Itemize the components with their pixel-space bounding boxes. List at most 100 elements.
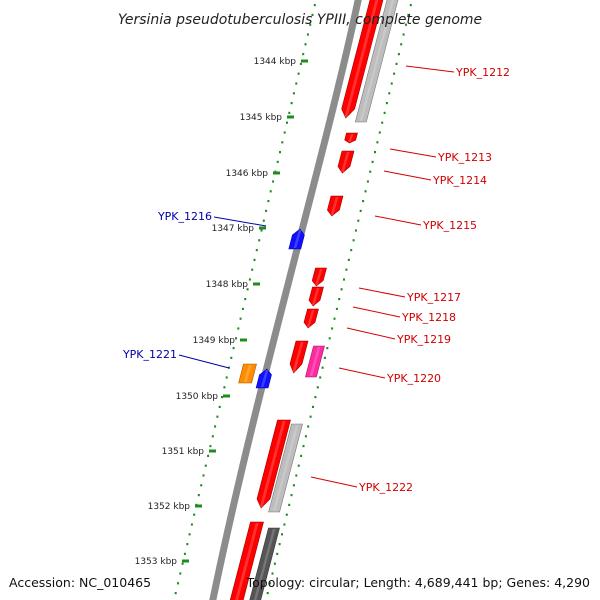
outer-dot (300, 454, 303, 457)
feature-YPK_1221[interactable] (255, 368, 272, 389)
inner-dot (200, 484, 203, 487)
outer-dot (278, 543, 281, 546)
gene-label-YPK_1222[interactable]: YPK_1222 (358, 481, 413, 494)
outer-dot (288, 503, 291, 506)
inner-dot (209, 445, 212, 448)
feature-grey-1222[interactable] (268, 423, 303, 513)
outer-dot (350, 249, 353, 252)
outer-dot (366, 180, 369, 183)
cds-YPK_1215[interactable] (327, 195, 344, 217)
inner-dot (244, 298, 247, 301)
outer-dot (338, 298, 341, 301)
outer-dot (295, 474, 298, 477)
outer-dot (409, 4, 412, 7)
outer-dot (362, 200, 365, 203)
gene-label-YPK_1214[interactable]: YPK_1214 (432, 174, 487, 187)
inner-dot (311, 13, 314, 16)
feature-dark-bottom[interactable] (249, 527, 280, 600)
inner-dot (190, 523, 193, 526)
outer-dot (347, 258, 350, 261)
cds-YPK_1219[interactable] (303, 308, 319, 329)
feature-YPK_1220[interactable] (305, 345, 325, 378)
outer-dot (273, 562, 276, 565)
inner-dot (313, 4, 316, 7)
inner-dot (295, 82, 298, 85)
connector-line (358, 287, 406, 298)
gene-label-YPK_1219[interactable]: YPK_1219 (396, 333, 451, 346)
outer-dot (281, 533, 283, 536)
cds-YPK_1211[interactable] (341, 0, 384, 119)
cds-bottom[interactable] (229, 521, 264, 600)
outer-dot (321, 366, 324, 369)
cds-YPK_1220-left[interactable] (289, 340, 309, 374)
gene-label-YPK_1212[interactable]: YPK_1212 (455, 66, 510, 79)
outer-dot (390, 82, 393, 85)
cds-YPK_1222[interactable] (256, 419, 291, 509)
inner-dot (216, 415, 219, 418)
outer-dot (271, 572, 274, 575)
outer-dot (297, 464, 300, 467)
outer-dot (378, 131, 381, 134)
outer-dot (335, 307, 338, 310)
inner-dot (267, 200, 270, 203)
outer-dot (354, 229, 357, 232)
outer-dot (323, 356, 326, 359)
feature-grey-top[interactable] (354, 0, 399, 123)
outer-dot (393, 72, 396, 75)
outer-dot (383, 111, 386, 114)
gene-label-YPK_1215[interactable]: YPK_1215 (422, 219, 477, 232)
major-tick (273, 171, 280, 175)
major-tick (287, 115, 294, 119)
inner-dot (193, 513, 196, 516)
connector-line (383, 170, 432, 181)
gene-label-YPK_1217[interactable]: YPK_1217 (406, 291, 461, 304)
connector-line (389, 148, 437, 158)
inner-dot (255, 249, 258, 252)
outer-dot (309, 415, 312, 418)
outer-dot (364, 190, 367, 193)
outer-dot (266, 592, 269, 595)
scale-tick-label: 1352 kbp (148, 502, 191, 512)
scale-tick-label: 1345 kbp (240, 113, 283, 123)
scale-tick-label: 1349 kbp (193, 336, 236, 346)
inner-dot (225, 376, 228, 379)
major-tick (240, 338, 247, 342)
scale-labels: 1344 kbp 1345 kbp 1346 kbp 1347 kbp 1348 kbp… (135, 57, 308, 567)
genome-summary: Topology: circular; Length: 4,689,441 bp… (246, 575, 590, 590)
inner-dot (232, 347, 235, 350)
inner-dot (174, 592, 177, 595)
gene-label-YPK_1218[interactable]: YPK_1218 (401, 311, 456, 324)
gene-label-YPK_1213[interactable]: YPK_1213 (437, 151, 492, 164)
outer-dot (316, 386, 319, 389)
gene-label-YPK_1216[interactable]: YPK_1216 (157, 210, 212, 223)
inner-dot (299, 62, 302, 65)
inner-dot (202, 474, 205, 477)
outer-dot (395, 62, 398, 65)
inner-dot (188, 533, 191, 536)
inner-dot (309, 23, 312, 26)
inner-dot (262, 219, 265, 222)
cds-YPK_1218[interactable] (308, 286, 324, 307)
outer-dot (381, 121, 384, 124)
connector-line (310, 476, 358, 488)
gene-label-YPK_1220[interactable]: YPK_1220 (386, 372, 441, 385)
cds-YPK_1217[interactable] (311, 267, 327, 287)
inner-dot (221, 396, 223, 399)
outer-dot (302, 445, 305, 448)
inner-dot (218, 405, 221, 408)
scale-tick-label: 1346 kbp (226, 169, 269, 179)
gene-label-YPK_1221[interactable]: YPK_1221 (122, 348, 177, 361)
inner-dot (288, 111, 291, 114)
inner-dot (230, 356, 233, 359)
feature-YPK_1216[interactable] (288, 228, 305, 250)
cds-YPK_1214[interactable] (337, 150, 355, 174)
cds-YPK_1213[interactable] (344, 132, 358, 144)
outer-dot (385, 102, 388, 105)
outer-dot (304, 435, 307, 438)
inner-dot (197, 494, 200, 497)
outer-dot (371, 160, 374, 163)
feature-YPK_1221-orange[interactable] (238, 363, 257, 384)
outer-dot (328, 337, 331, 340)
inner-dot (251, 268, 254, 271)
connector-line (352, 306, 401, 318)
